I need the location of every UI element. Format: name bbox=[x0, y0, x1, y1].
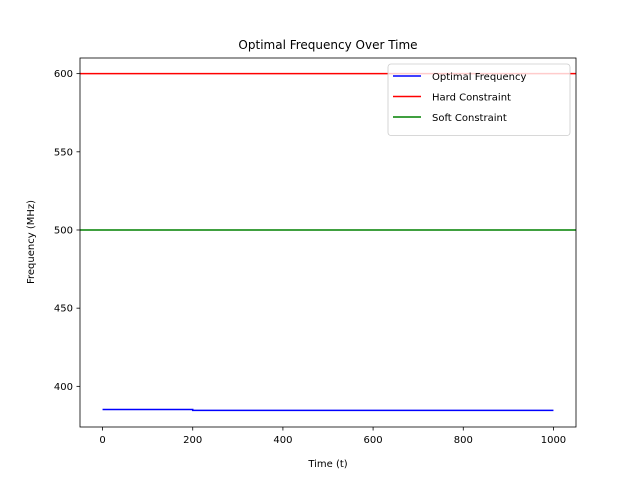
plot-frame bbox=[79, 57, 577, 428]
y-tick-label: 400 bbox=[54, 382, 73, 393]
y-tick-label: 600 bbox=[54, 69, 73, 80]
x-tick-label: 200 bbox=[183, 435, 202, 446]
x-tick-label: 400 bbox=[273, 435, 292, 446]
y-axis: 400 450 500 550 600 bbox=[54, 69, 80, 393]
x-tick-label: 600 bbox=[364, 435, 383, 446]
legend: Optimal Frequency Hard Constraint Soft Con… bbox=[387, 63, 571, 136]
x-axis: 0 200 400 600 800 1000 bbox=[99, 427, 566, 446]
y-tick-label: 550 bbox=[54, 147, 73, 158]
legend-label: Hard Constraint bbox=[432, 93, 511, 104]
x-tick-label: 0 bbox=[99, 435, 105, 446]
y-axis-label: Frequency (MHz) bbox=[26, 200, 37, 284]
legend-label: Soft Constraint bbox=[432, 113, 507, 124]
y-tick-label: 500 bbox=[54, 225, 73, 236]
legend-label: Optimal Frequency bbox=[432, 72, 526, 83]
optimal-frequency-line bbox=[102, 408, 554, 412]
x-axis-label: Time (t) bbox=[307, 459, 347, 470]
x-tick-label: 1000 bbox=[541, 435, 566, 446]
x-tick-label: 800 bbox=[454, 435, 473, 446]
chart-title: Optimal Frequency Over Time bbox=[238, 38, 417, 52]
legend-box bbox=[387, 63, 571, 136]
y-tick-label: 450 bbox=[54, 304, 73, 315]
